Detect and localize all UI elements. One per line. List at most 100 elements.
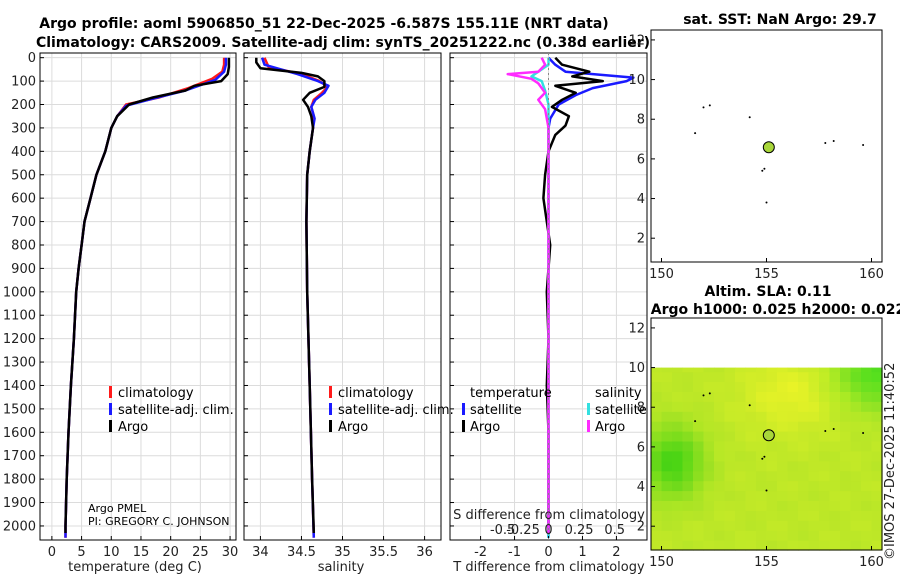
island-dot bbox=[832, 428, 835, 431]
heatmap-cell bbox=[651, 520, 663, 531]
heatmap-cell bbox=[840, 401, 852, 412]
heatmap-cell bbox=[756, 401, 768, 412]
heatmap-cell bbox=[798, 450, 810, 462]
heatmap-cell bbox=[850, 421, 862, 432]
heatmap-cell bbox=[703, 411, 715, 422]
heatmap-cell bbox=[850, 460, 862, 472]
legend-swatch-climatology bbox=[329, 386, 332, 398]
heatmap-cell bbox=[703, 431, 715, 442]
x-tick-label: 160 bbox=[859, 267, 884, 282]
heatmap-cell bbox=[829, 411, 841, 422]
x-tick-label: 10 bbox=[103, 545, 120, 560]
heatmap-cell bbox=[693, 381, 705, 392]
heatmap-cell bbox=[672, 401, 684, 412]
legend-label-climatology: climatology bbox=[118, 386, 194, 401]
heatmap-cell bbox=[787, 381, 799, 392]
heatmap-cell bbox=[840, 460, 852, 472]
heatmap-cell bbox=[798, 470, 810, 482]
heatmap-cell bbox=[829, 510, 841, 521]
heatmap-cell bbox=[798, 381, 810, 392]
island-dot bbox=[761, 457, 764, 460]
y-tick-label: 200 bbox=[11, 98, 36, 113]
heatmap-cell bbox=[756, 431, 768, 442]
heatmap-cell bbox=[682, 540, 694, 551]
x-tick-label-salinity: -0.5 bbox=[490, 523, 515, 538]
heatmap-cell bbox=[829, 500, 841, 511]
heatmap-cell bbox=[672, 510, 684, 521]
heatmap-cell bbox=[871, 490, 883, 501]
x-tick-label-salinity: 0.25 bbox=[565, 523, 594, 538]
heatmap-cell bbox=[798, 401, 810, 412]
x-tick-label: 2 bbox=[612, 545, 620, 560]
argo-float-marker bbox=[762, 429, 775, 442]
heatmap-cell bbox=[850, 371, 862, 382]
heatmap-cell bbox=[798, 391, 810, 402]
heatmap-cell bbox=[850, 401, 862, 412]
heatmap-cell bbox=[672, 411, 684, 422]
x-tick-label: 150 bbox=[649, 555, 674, 570]
heatmap-cell bbox=[766, 391, 778, 402]
heatmap-cell bbox=[808, 450, 820, 462]
heatmap-cell bbox=[661, 421, 673, 432]
heatmap-cell bbox=[735, 450, 747, 462]
figure-title-line1: Argo profile: aoml 5906850_51 22-Dec-202… bbox=[39, 16, 608, 32]
heatmap-cell bbox=[693, 450, 705, 462]
heatmap-cell bbox=[840, 500, 852, 511]
heatmap-cell bbox=[808, 480, 820, 492]
heatmap-cell bbox=[651, 391, 663, 402]
heatmap-cell bbox=[682, 500, 694, 511]
heatmap-cell bbox=[724, 431, 736, 442]
heatmap-cell bbox=[840, 470, 852, 482]
heatmap-cell bbox=[714, 411, 726, 422]
heatmap-cell bbox=[871, 450, 883, 462]
x-tick-label: -2 bbox=[474, 545, 487, 560]
heatmap-cell bbox=[714, 530, 726, 541]
heatmap-cell bbox=[871, 460, 883, 472]
heatmap-cell bbox=[850, 391, 862, 402]
heatmap-cell bbox=[672, 431, 684, 442]
heatmap-cell bbox=[871, 367, 883, 373]
heatmap-cell bbox=[871, 431, 883, 442]
heatmap-cell bbox=[714, 520, 726, 531]
heatmap-cell bbox=[787, 470, 799, 482]
heatmap-cell bbox=[682, 520, 694, 531]
heatmap-cell bbox=[651, 401, 663, 412]
y-tick-label: 1100 bbox=[3, 309, 36, 324]
heatmap-cell bbox=[703, 381, 715, 392]
island-dot bbox=[765, 201, 768, 204]
y-tick-label: 1500 bbox=[3, 402, 36, 417]
x-tick-label: 30 bbox=[222, 545, 239, 560]
heatmap-cell bbox=[745, 450, 757, 462]
heatmap-cell bbox=[829, 371, 841, 382]
heatmap-cell bbox=[682, 381, 694, 392]
heatmap-cell bbox=[871, 520, 883, 531]
heatmap-cell bbox=[745, 421, 757, 432]
heatmap-cell bbox=[861, 450, 873, 462]
heatmap-cell bbox=[745, 381, 757, 392]
heatmap-cell bbox=[735, 510, 747, 521]
credit-line1: Argo PMEL bbox=[88, 502, 147, 515]
heatmap-cell bbox=[871, 480, 883, 492]
heatmap-cell bbox=[693, 440, 705, 452]
heatmap-cell bbox=[819, 520, 831, 531]
heatmap-cell bbox=[661, 381, 673, 392]
heatmap-cell bbox=[787, 480, 799, 492]
island-dot bbox=[748, 404, 751, 407]
legend-label-argo: Argo bbox=[338, 420, 368, 435]
heatmap-cell bbox=[661, 367, 673, 373]
heatmap-cell bbox=[850, 431, 862, 442]
island-dot bbox=[832, 140, 835, 143]
y-tick-label: 8 bbox=[637, 113, 645, 128]
heatmap-cell bbox=[819, 421, 831, 432]
heatmap-cell bbox=[756, 391, 768, 402]
heatmap-cell bbox=[829, 431, 841, 442]
heatmap-cell bbox=[682, 431, 694, 442]
heatmap-cell bbox=[745, 367, 757, 373]
heatmap-cell bbox=[661, 480, 673, 492]
heatmap-cell bbox=[777, 500, 789, 511]
heatmap-cell bbox=[714, 450, 726, 462]
x-tick-label-salinity: -0.25 bbox=[506, 523, 540, 538]
legend-swatch-argo bbox=[329, 420, 332, 432]
heatmap-cell bbox=[682, 470, 694, 482]
heatmap-cell bbox=[693, 490, 705, 501]
